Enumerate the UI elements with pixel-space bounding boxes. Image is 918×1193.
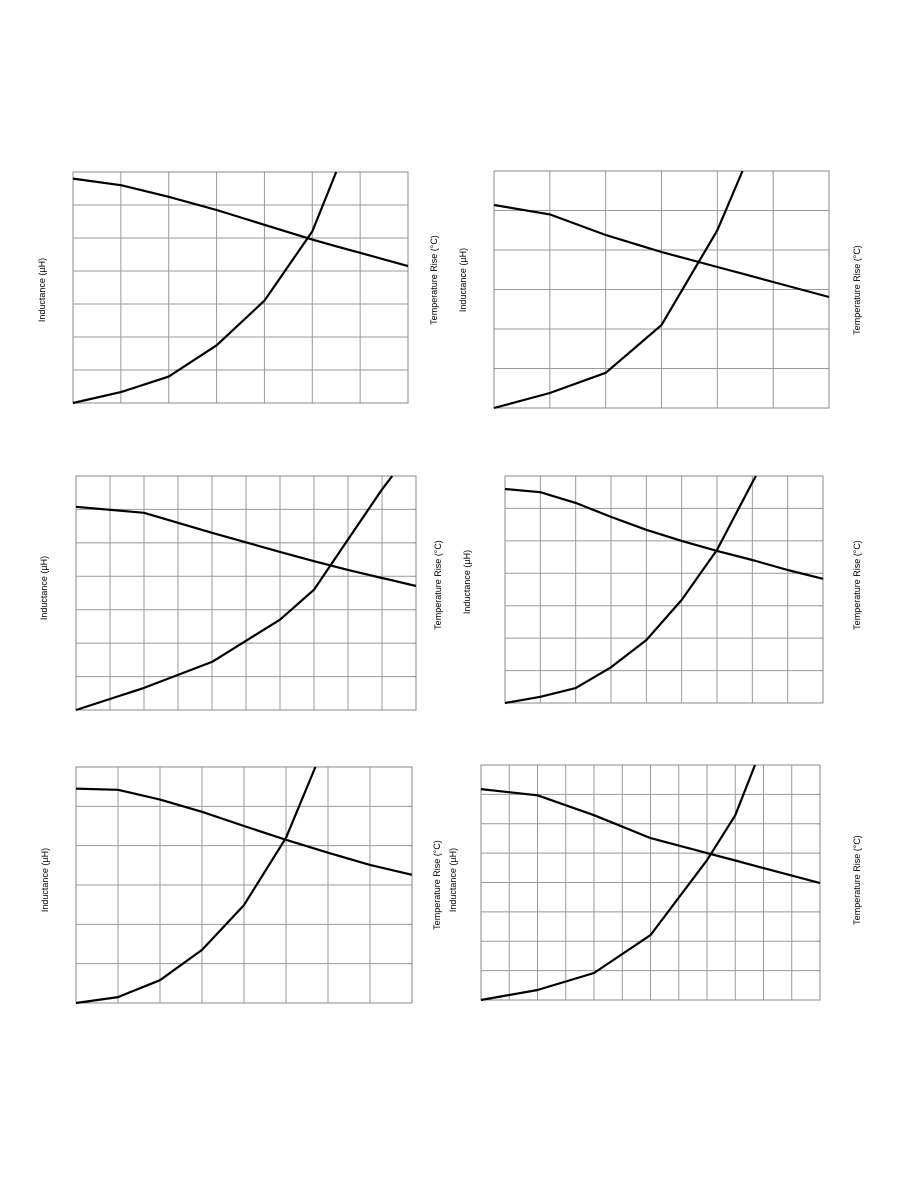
plot-frame: [75, 766, 413, 1004]
curve: [72, 171, 338, 405]
curve: [504, 475, 757, 705]
plot-frame: [72, 171, 409, 404]
curve: [75, 766, 317, 1005]
curve: [72, 177, 409, 268]
y2-axis-label: Temperature Rise (°C): [852, 540, 862, 630]
y2-axis-label: Temperature Rise (°C): [852, 835, 862, 925]
curve: [504, 487, 824, 580]
curve: [75, 787, 413, 876]
plot-frame: [493, 170, 830, 409]
y-axis-label: Inductance (µH): [448, 848, 458, 912]
plot-frame: [75, 475, 417, 711]
y2-axis-label: Temperature Rise (°C): [432, 840, 442, 930]
y2-axis-label: Temperature Rise (°C): [852, 245, 862, 335]
y-axis-label: Inductance (µH): [462, 550, 472, 614]
plot-frame: [504, 475, 824, 704]
curve: [75, 475, 394, 712]
y2-axis-label: Temperature Rise (°C): [429, 235, 439, 325]
curve: [480, 788, 821, 885]
curve: [493, 170, 744, 410]
curve: [75, 505, 417, 588]
y-axis-label: Inductance (µH): [39, 556, 49, 620]
y-axis-label: Inductance (µH): [458, 248, 468, 312]
curve: [480, 764, 757, 1002]
y-axis-label: Inductance (µH): [37, 258, 47, 322]
y-axis-label: Inductance (µH): [40, 848, 50, 912]
y2-axis-label: Temperature Rise (°C): [433, 540, 443, 630]
curve: [493, 203, 830, 299]
